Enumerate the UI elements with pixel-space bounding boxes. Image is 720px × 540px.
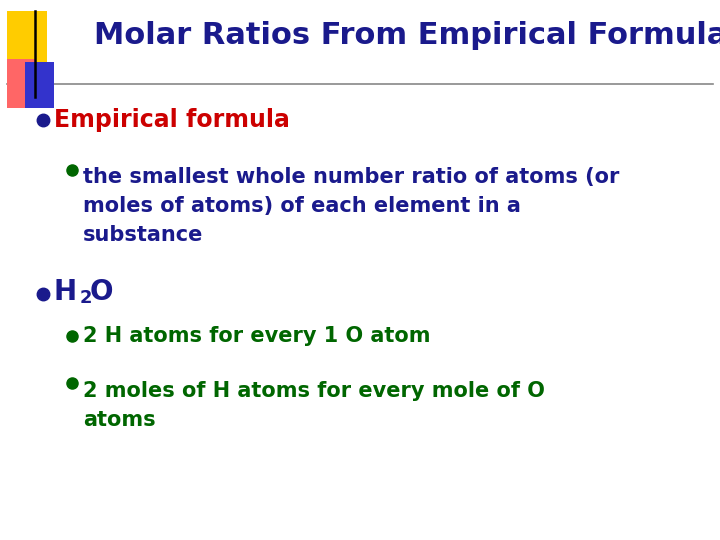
Text: 2: 2	[79, 289, 91, 307]
Text: Molar Ratios From Empirical Formulas: Molar Ratios From Empirical Formulas	[94, 21, 720, 50]
Text: H: H	[54, 278, 77, 306]
Text: 2 moles of H atoms for every mole of O
atoms: 2 moles of H atoms for every mole of O a…	[83, 381, 544, 429]
Text: Empirical formula: Empirical formula	[54, 108, 290, 132]
Text: the smallest whole number ratio of atoms (or
moles of atoms) of each element in : the smallest whole number ratio of atoms…	[83, 167, 619, 245]
Text: 2 H atoms for every 1 O atom: 2 H atoms for every 1 O atom	[83, 326, 431, 346]
Text: O: O	[89, 278, 113, 306]
